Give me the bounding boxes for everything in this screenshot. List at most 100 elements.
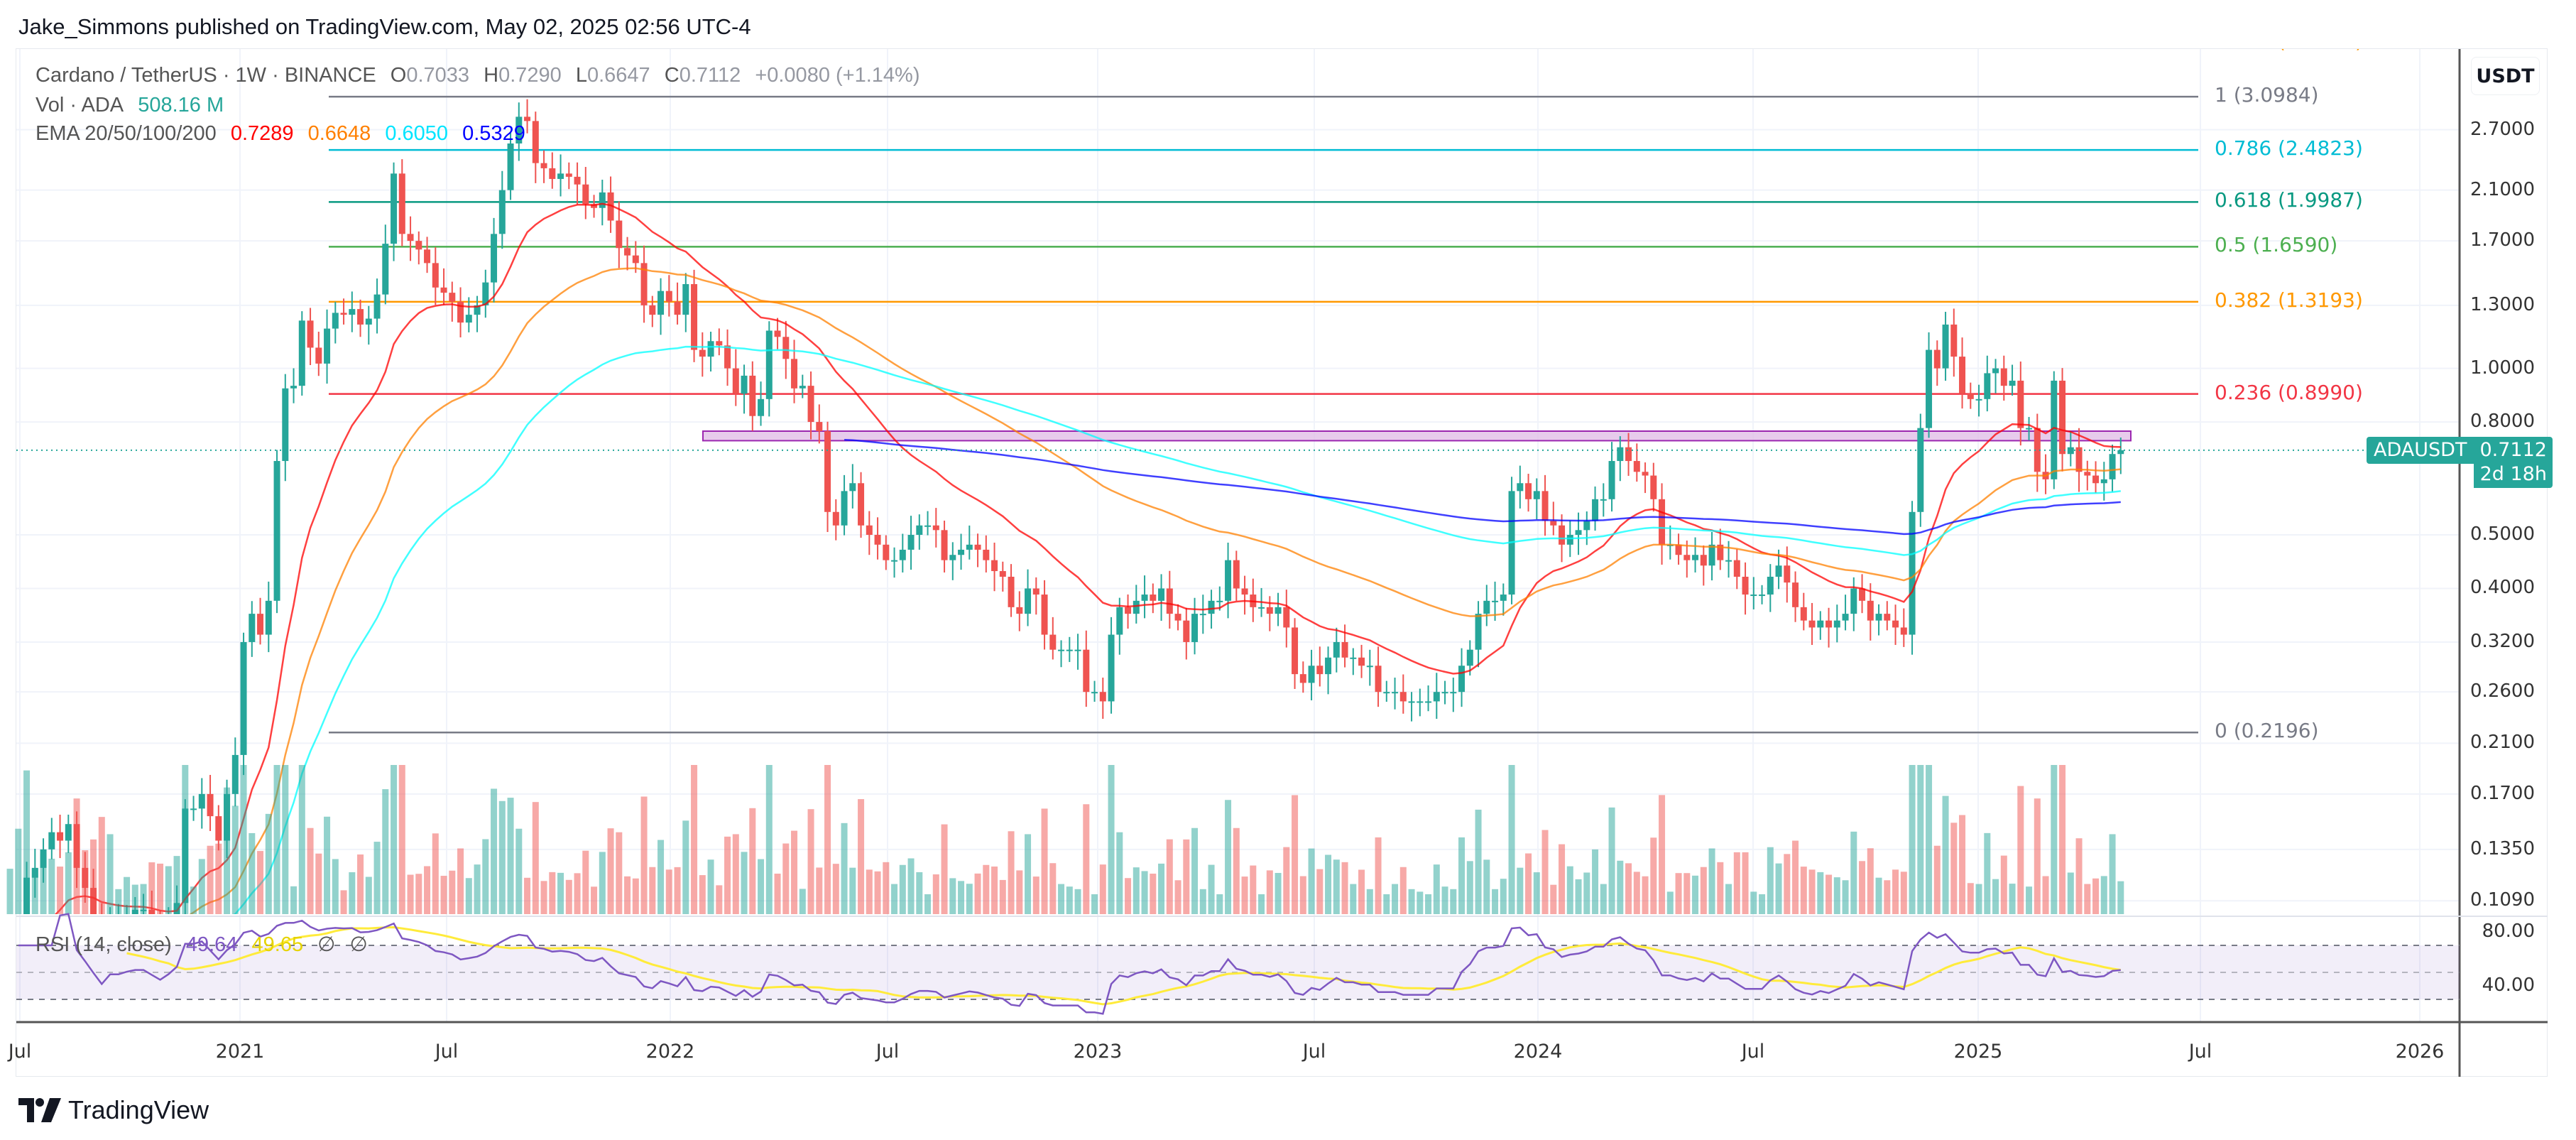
candle-body <box>841 491 848 526</box>
candle-body <box>640 263 648 305</box>
candle-body <box>1191 614 1199 642</box>
fib-level-label: 0.618 (1.9987) <box>2215 188 2363 212</box>
candle-body <box>832 511 839 526</box>
volume-bar <box>1275 873 1282 914</box>
candle-body <box>482 282 489 305</box>
candle-body <box>340 313 347 315</box>
volume-bar <box>2000 855 2007 914</box>
candle-body <box>231 754 239 794</box>
open-value: 0.7033 <box>406 64 470 87</box>
candle-body <box>574 176 581 185</box>
candle-body <box>732 368 739 394</box>
candle-body <box>349 309 356 315</box>
volume-bar <box>1792 840 1799 914</box>
volume-bar <box>1283 847 1290 914</box>
currency-button[interactable]: USDT <box>2471 57 2540 95</box>
candle-body <box>1408 701 1415 703</box>
volume-bar <box>883 862 890 914</box>
candle-body <box>7 960 13 972</box>
rsi-ma-line <box>126 925 2122 1006</box>
tradingview-logo[interactable]: TradingView <box>18 1095 209 1125</box>
volume-bar <box>1784 854 1791 914</box>
candle-body <box>1575 530 1582 536</box>
volume-bar <box>1366 889 1373 914</box>
candle-body <box>1775 565 1782 577</box>
candle-body <box>1283 607 1290 628</box>
candle-body <box>1032 588 1039 595</box>
volume-bar <box>1125 878 1132 914</box>
close-value: 0.7112 <box>679 64 741 87</box>
candle-body <box>782 337 790 359</box>
ema50-value: 0.6648 <box>307 122 371 145</box>
volume-bar <box>1617 860 1624 914</box>
volume-bar <box>958 881 965 914</box>
candle-body <box>332 313 339 329</box>
volume-bar <box>941 824 948 914</box>
volume-label[interactable]: Vol · ADA <box>36 94 124 116</box>
candle-body <box>298 320 305 386</box>
volume-bar <box>999 879 1006 914</box>
volume-bar <box>182 765 189 914</box>
volume-bar <box>57 867 64 914</box>
ema-label[interactable]: EMA 20/50/100/200 <box>36 122 217 145</box>
candle-body <box>2051 380 2058 479</box>
candle-body <box>124 914 130 921</box>
volume-bar <box>582 850 589 914</box>
candle-body <box>849 483 856 492</box>
candle-body <box>1316 666 1324 675</box>
volume-bar <box>1425 894 1432 914</box>
price-axis-label: 1.0000 <box>2470 357 2535 379</box>
volume-bar <box>765 765 773 914</box>
candle-body <box>1817 620 1824 628</box>
symbol-title[interactable]: Cardano / TetherUS · 1W · BINANCE <box>36 64 376 87</box>
rsi-label[interactable]: RSI (14, close) <box>36 933 172 956</box>
candle-body <box>607 192 614 221</box>
volume-bar <box>1483 859 1490 914</box>
rsi-na-1: ∅ <box>317 933 336 956</box>
candle-body <box>1241 588 1248 595</box>
volume-bar <box>1108 765 1115 914</box>
candle-body <box>1066 649 1073 651</box>
candle-body <box>307 320 314 348</box>
volume-bar <box>649 867 656 914</box>
ema-50-line <box>189 267 2121 914</box>
volume-bar <box>1700 867 1707 914</box>
candle-body <box>373 294 381 319</box>
candle-body <box>498 190 506 234</box>
volume-bar <box>1650 837 1657 914</box>
candle-body <box>1292 627 1299 675</box>
volume-bar <box>782 843 790 914</box>
volume-bar <box>907 858 915 914</box>
volume-bar <box>807 809 814 914</box>
candle-body <box>1091 692 1098 694</box>
volume-bar <box>498 800 506 914</box>
candle-body <box>115 921 121 923</box>
volume-bar <box>1884 880 1891 914</box>
candle-body <box>1633 461 1640 472</box>
candle-body <box>1808 620 1816 628</box>
volume-bar <box>858 799 865 914</box>
price-tag-price: 0.7112 <box>2479 438 2547 461</box>
tradingview-logo-icon <box>18 1098 61 1122</box>
price-axis-label: 0.1700 <box>2470 782 2535 804</box>
volume-bar <box>1049 863 1057 914</box>
volume-bar <box>1575 879 1582 914</box>
volume-bar <box>1850 831 1857 914</box>
candle-body <box>1608 461 1615 499</box>
candle-body <box>741 375 748 394</box>
volume-bar <box>707 859 714 914</box>
volume-bar <box>298 765 305 914</box>
volume-bar <box>849 867 856 914</box>
time-axis-label: Jul <box>2188 1041 2212 1063</box>
volume-bar <box>349 872 356 914</box>
volume-bar <box>1541 830 1549 914</box>
candle-body <box>691 284 698 350</box>
volume-bar <box>632 878 639 914</box>
candle-body <box>398 173 405 234</box>
price-axis-label: 0.2600 <box>2470 680 2535 702</box>
volume-bar <box>131 884 138 914</box>
volume-bar <box>565 879 572 914</box>
candle-body <box>866 525 873 536</box>
candle-body <box>1600 499 1607 501</box>
